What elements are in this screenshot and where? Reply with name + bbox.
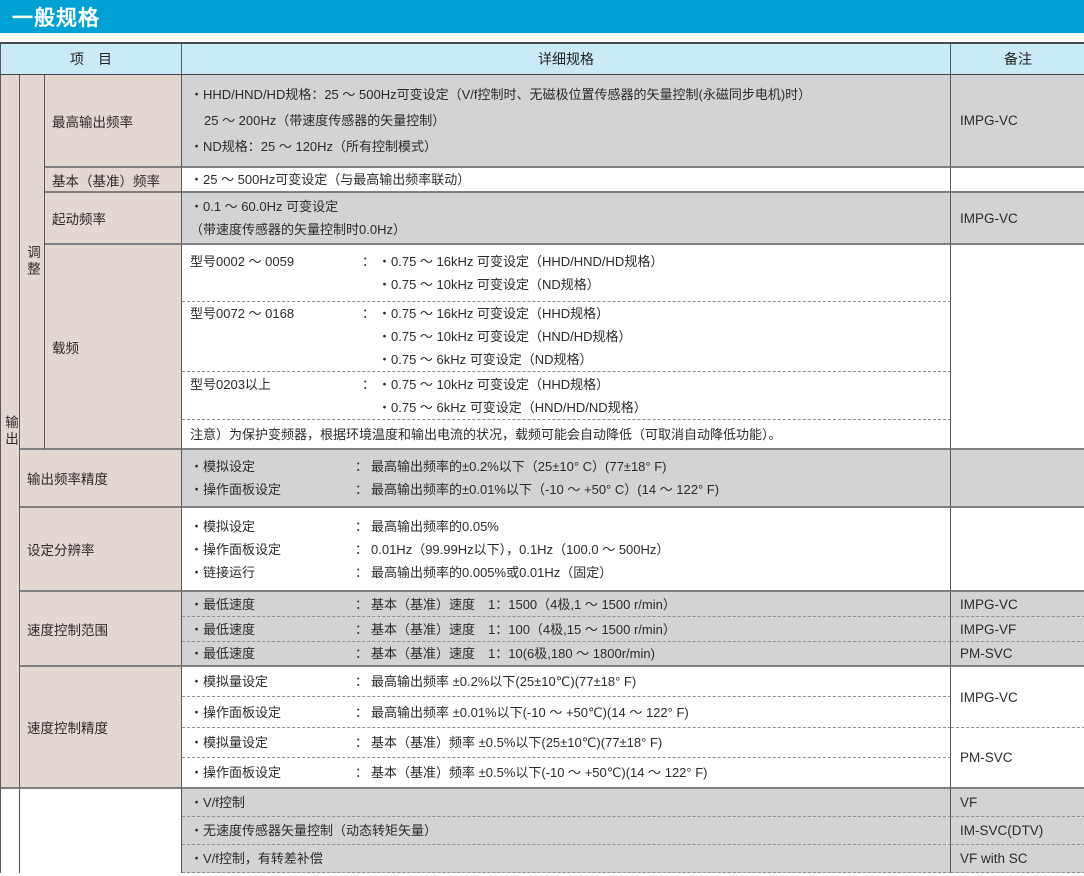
detail-speed-accuracy-3: ・模拟量设定：基本（基准）频率 ±0.5%以下(25±10℃)(77±18° F… bbox=[182, 728, 951, 758]
header-item: 项 目 bbox=[1, 44, 182, 75]
remark-speed-accuracy-top: IMPG-VC bbox=[951, 667, 1084, 728]
detail-control-mode-3: ・V/f控制，有转差补偿 bbox=[182, 845, 951, 873]
item-speed-accuracy: 速度控制精度 bbox=[20, 667, 182, 789]
item-freq-accuracy: 输出频率精度 bbox=[20, 450, 182, 508]
detail-speed-accuracy-2: ・操作面板设定：最高输出频率 ±0.01%以下(-10 ～ +50℃)(14 ～… bbox=[182, 697, 951, 728]
spec-table: 项 目 详细规格 备注 输出 调整 最高输出频率 基本（基准）频率 起动频率 载… bbox=[0, 42, 1084, 873]
item-max-freq: 最高输出频率 bbox=[45, 75, 182, 168]
page-title: 一般规格 bbox=[12, 6, 100, 30]
header-detail: 详细规格 bbox=[182, 44, 951, 75]
remark-freq-accuracy bbox=[951, 450, 1084, 508]
detail-speed-range-1: ・最低速度：基本（基准）速度 1：1500（4极,1 ～ 1500 r/min） bbox=[182, 592, 951, 617]
detail-speed-range-3: ・最低速度：基本（基准）速度 1：10(6极,180 ～ 1800r/min) bbox=[182, 642, 951, 667]
item-control-modes-empty bbox=[20, 789, 182, 873]
item-base-freq: 基本（基准）频率 bbox=[45, 168, 182, 193]
remark-base-freq bbox=[951, 168, 1084, 193]
remark-start-freq: IMPG-VC bbox=[951, 193, 1084, 245]
group-next-empty bbox=[1, 789, 20, 873]
remark-speed-accuracy-bottom: PM-SVC bbox=[951, 728, 1084, 789]
remark-speed-range-1: IMPG-VC bbox=[951, 592, 1084, 617]
detail-max-freq: ・HHD/HND/HD规格：25 ～ 500Hz可变设定（V/f控制时、无磁极位… bbox=[182, 75, 951, 168]
remark-speed-range-2: IMPG-VF bbox=[951, 617, 1084, 642]
detail-start-freq: ・0.1 ～ 60.0Hz 可变设定 （带速度传感器的矢量控制时0.0Hz） bbox=[182, 193, 951, 245]
detail-carrier-model-3: 型号0203以上 ： ・0.75 ～ 10kHz 可变设定（HHD规格） ・0.… bbox=[182, 372, 951, 420]
item-resolution: 设定分辨率 bbox=[20, 508, 182, 592]
remark-control-mode-2: IM-SVC(DTV) bbox=[951, 817, 1084, 845]
item-start-freq: 起动频率 bbox=[45, 193, 182, 245]
remark-control-mode-3: VF with SC bbox=[951, 845, 1084, 873]
item-carrier: 载频 bbox=[45, 245, 182, 450]
detail-control-mode-1: ・V/f控制 bbox=[182, 789, 951, 817]
detail-speed-accuracy-4: ・操作面板设定：基本（基准）频率 ±0.5%以下(-10 ～ +50℃)(14 … bbox=[182, 758, 951, 789]
group-output: 输出 bbox=[1, 75, 20, 789]
detail-speed-accuracy-1: ・模拟量设定：最高输出频率 ±0.2%以下(25±10℃)(77±18° F) bbox=[182, 667, 951, 697]
remark-speed-range-3: PM-SVC bbox=[951, 642, 1084, 667]
detail-speed-range-2: ・最低速度：基本（基准）速度 1：100（4极,15 ～ 1500 r/min） bbox=[182, 617, 951, 642]
detail-control-mode-2: ・无速度传感器矢量控制（动态转矩矢量） bbox=[182, 817, 951, 845]
group-adjust: 调整 bbox=[20, 75, 45, 450]
remark-resolution bbox=[951, 508, 1084, 592]
detail-carrier-model-1: 型号0002 ～ 0059 ： ・0.75 ～ 16kHz 可变设定（HHD/H… bbox=[182, 245, 951, 302]
detail-base-freq: ・25 ～ 500Hz可变设定（与最高输出频率联动） bbox=[182, 168, 951, 193]
title-bar: 一般规格 bbox=[0, 0, 1084, 33]
remark-max-freq: IMPG-VC bbox=[951, 75, 1084, 168]
detail-resolution: ・模拟设定：最高输出频率的0.05% ・操作面板设定： 0.01Hz（99.99H… bbox=[182, 508, 951, 592]
remark-carrier bbox=[951, 245, 1084, 450]
detail-freq-accuracy: ・模拟设定：最高输出频率的±0.2%以下（25±10° C）(77±18° F)… bbox=[182, 450, 951, 508]
header-remark: 备注 bbox=[951, 44, 1084, 75]
detail-carrier-model-2: 型号0072 ～ 0168 ： ・0.75 ～ 16kHz 可变设定（HHD规格… bbox=[182, 302, 951, 372]
detail-carrier-note: 注意）为保护变频器，根据环境温度和输出电流的状况，载频可能会自动降低（可取消自动… bbox=[182, 420, 951, 450]
item-speed-range: 速度控制范围 bbox=[20, 592, 182, 667]
remark-control-mode-1: VF bbox=[951, 789, 1084, 817]
